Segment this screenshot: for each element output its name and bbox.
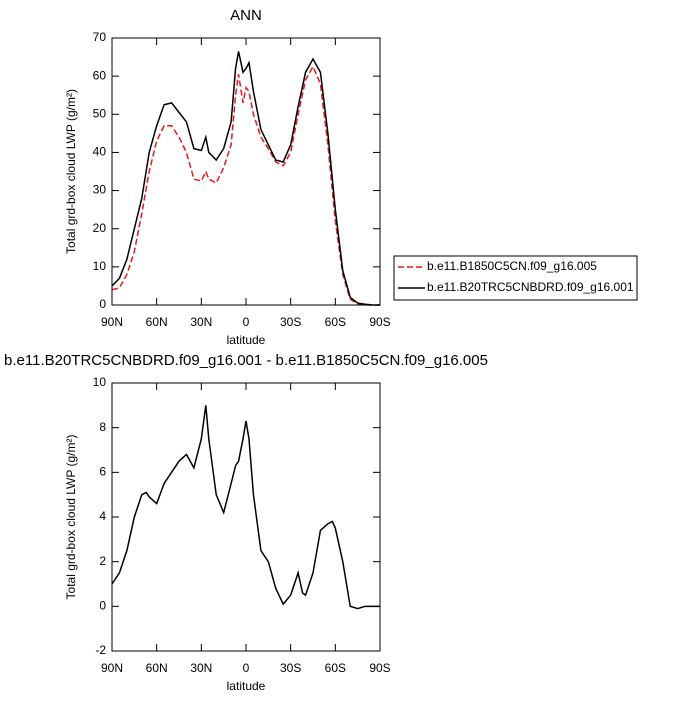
y-tick-label: 40: [93, 145, 107, 159]
data-line: [111, 405, 380, 610]
y-tick-label: 20: [93, 221, 107, 235]
x-tick-label: 90N: [101, 661, 123, 675]
x-tick-label: 60S: [325, 661, 346, 675]
y-tick-label: 30: [93, 183, 107, 197]
x-tick-label: 90S: [369, 315, 390, 329]
y-tick-label: 8: [99, 420, 106, 434]
y-axis-label: Total grd-box cloud LWP (g/m²): [64, 89, 78, 254]
chart-title: b.e11.B20TRC5CNBDRD.f09_g16.001 - b.e11.…: [4, 352, 488, 369]
x-tick-label: 60N: [146, 315, 168, 329]
y-tick-label: 2: [99, 554, 106, 568]
x-tick-label: 30N: [190, 661, 212, 675]
y-tick-label: 70: [93, 30, 107, 44]
y-axis-label: Total grd-box cloud LWP (g/m²): [64, 435, 78, 600]
x-tick-label: 30S: [280, 661, 301, 675]
y-tick-label: -2: [95, 643, 106, 657]
x-tick-label: 90N: [101, 315, 123, 329]
x-tick-label: 60N: [146, 661, 168, 675]
y-tick-label: 10: [93, 375, 107, 389]
y-tick-label: 0: [99, 599, 106, 613]
x-tick-label: 0: [243, 661, 250, 675]
y-tick-label: 0: [99, 297, 106, 311]
data-line: [111, 51, 380, 306]
x-tick-label: 60S: [325, 315, 346, 329]
legend-label: b.e11.B1850C5CN.f09_g16.005: [427, 259, 597, 273]
legend-label: b.e11.B20TRC5CNBDRD.f09_g16.001: [427, 280, 634, 294]
chart-title: ANN: [230, 7, 262, 24]
y-tick-label: 6: [99, 465, 106, 479]
plot-frame: [111, 382, 381, 652]
plot-frame: [111, 37, 381, 306]
y-tick-label: 4: [99, 509, 106, 523]
x-tick-label: 30N: [190, 315, 212, 329]
x-axis-label: latitude: [227, 333, 266, 347]
data-line: [111, 64, 380, 306]
x-tick-label: 90S: [369, 661, 390, 675]
x-axis-label: latitude: [227, 679, 266, 693]
legend-box: [393, 255, 638, 301]
x-tick-label: 30S: [280, 315, 301, 329]
y-tick-label: 50: [93, 106, 107, 120]
y-tick-label: 60: [93, 68, 107, 82]
y-tick-label: 10: [93, 259, 107, 273]
x-tick-label: 0: [243, 315, 250, 329]
